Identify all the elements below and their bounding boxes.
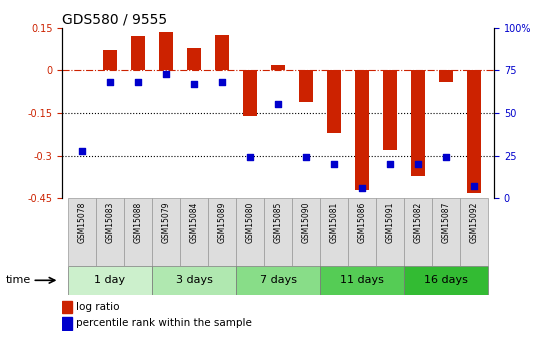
Bar [433,198,461,266]
Point [302,155,310,160]
Text: GSM15083: GSM15083 [105,202,114,243]
Bar [124,198,152,266]
Text: GSM15078: GSM15078 [77,202,86,243]
Text: GSM15085: GSM15085 [274,202,282,243]
Bar [187,48,201,70]
Bar [376,198,404,266]
Text: GSM15086: GSM15086 [358,202,367,243]
Bar [327,70,341,133]
Text: GSM15090: GSM15090 [302,202,310,243]
Point [470,184,479,189]
Bar [152,266,236,295]
Bar [236,198,264,266]
Text: GSM15087: GSM15087 [442,202,451,243]
Text: GSM15082: GSM15082 [414,202,423,243]
Bar [68,266,152,295]
Bar [271,65,285,70]
Bar [180,198,208,266]
Text: 11 days: 11 days [340,275,384,285]
Point [133,79,142,85]
Bar [152,198,180,266]
Point [105,79,114,85]
Point [414,161,423,167]
Text: GSM15088: GSM15088 [133,202,143,243]
Bar [404,266,489,295]
Bar [96,198,124,266]
Text: 1 day: 1 day [94,275,125,285]
Bar [299,70,313,101]
Bar [159,32,173,70]
Text: 3 days: 3 days [176,275,212,285]
Bar [62,317,72,329]
Bar [440,70,454,82]
Point [274,102,282,107]
Bar [468,70,482,193]
Bar [243,70,257,116]
Text: GSM15089: GSM15089 [218,202,226,243]
Point [358,185,367,191]
Bar [348,198,376,266]
Text: 16 days: 16 days [424,275,468,285]
Bar [131,36,145,70]
Point [190,81,198,87]
Bar [461,198,489,266]
Bar [411,70,426,176]
Bar [236,266,320,295]
Bar [215,35,229,70]
Bar [404,198,433,266]
Text: GSM15092: GSM15092 [470,202,479,243]
Point [442,155,451,160]
Text: time: time [5,275,31,285]
Point [246,155,254,160]
Text: log ratio: log ratio [76,302,119,312]
Text: GSM15084: GSM15084 [190,202,198,243]
Bar [208,198,236,266]
Bar [103,50,117,70]
Bar [320,266,404,295]
Text: GDS580 / 9555: GDS580 / 9555 [62,12,167,27]
Point [77,148,86,153]
Bar [383,70,397,150]
Text: GSM15079: GSM15079 [161,202,171,243]
Point [161,71,170,77]
Bar [264,198,292,266]
Text: GSM15080: GSM15080 [246,202,254,243]
Text: percentile rank within the sample: percentile rank within the sample [76,318,252,328]
Text: GSM15091: GSM15091 [386,202,395,243]
Point [386,161,395,167]
Bar [292,198,320,266]
Bar [320,198,348,266]
Point [330,161,339,167]
Bar [68,198,96,266]
Text: 7 days: 7 days [260,275,296,285]
Bar [62,301,72,313]
Bar [355,70,369,190]
Point [218,79,226,85]
Text: GSM15081: GSM15081 [330,202,339,243]
